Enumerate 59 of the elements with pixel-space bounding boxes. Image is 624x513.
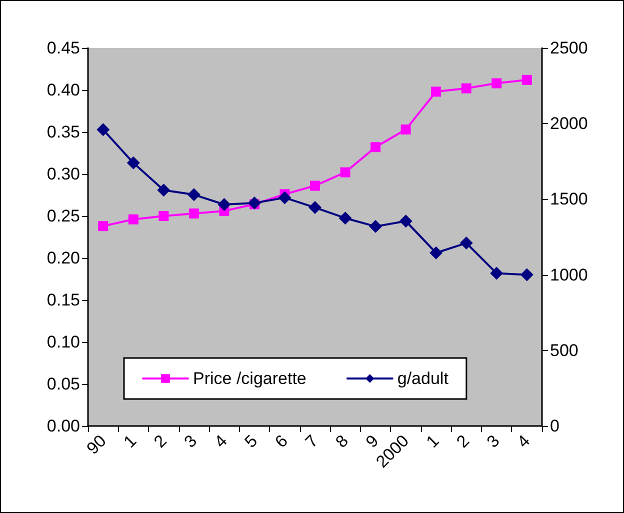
x-tick-label: 3 — [483, 431, 504, 452]
x-tick-label: 4 — [513, 431, 534, 452]
x-tick-label: 5 — [241, 431, 262, 452]
point — [158, 211, 169, 221]
point — [399, 214, 412, 228]
point — [431, 86, 442, 97]
point — [96, 123, 110, 136]
point — [370, 142, 381, 152]
point — [430, 246, 443, 260]
x-tick-label: 9 — [362, 431, 382, 452]
point — [128, 214, 138, 224]
point — [308, 201, 322, 214]
x-tick-label: 4 — [210, 431, 231, 452]
point — [218, 198, 231, 211]
point — [187, 188, 200, 202]
legend-label: g/adult — [397, 369, 449, 388]
y-tick-label: 0.25 — [46, 206, 80, 226]
y-tick-label: 0.40 — [46, 80, 80, 100]
x-tick-label: 8 — [332, 431, 352, 452]
point — [400, 124, 411, 134]
point — [460, 236, 473, 250]
y-tick-label: 0.35 — [46, 122, 80, 142]
point — [369, 220, 382, 233]
y2-tick-label: 2500 — [550, 38, 588, 58]
point — [492, 78, 502, 88]
point — [157, 184, 170, 197]
y-tick-label: 0.05 — [46, 374, 80, 394]
y2-tick-label: 500 — [550, 340, 578, 360]
y2-tick-label: 2000 — [550, 114, 588, 134]
point — [188, 208, 199, 218]
y-tick-label: 0.20 — [46, 248, 80, 268]
y2-tick-label: 0 — [550, 416, 560, 436]
x-tick-label: 1 — [120, 431, 140, 452]
y-tick-label: 0.30 — [46, 164, 80, 184]
y-tick-label: 0.00 — [46, 416, 80, 436]
point — [520, 268, 534, 282]
x-tick-label: 6 — [271, 431, 292, 452]
point — [278, 191, 292, 204]
y2-tick-label: 1000 — [550, 265, 588, 284]
point — [461, 83, 472, 94]
point — [338, 212, 352, 225]
point — [248, 196, 261, 210]
point — [310, 180, 320, 191]
y-tick-label: 0.45 — [46, 38, 80, 58]
y-tick-label: 0.10 — [46, 332, 80, 352]
x-tick-label: 2 — [150, 431, 170, 452]
legend-label: Price /cigarette — [193, 369, 306, 388]
x-tick-label: 90 — [83, 431, 110, 458]
point — [340, 167, 350, 178]
point — [126, 156, 140, 170]
x-tick-label: 7 — [302, 431, 322, 452]
x-tick-label: 3 — [180, 431, 201, 452]
y2-tick-label: 1500 — [550, 190, 588, 209]
point — [98, 221, 108, 232]
point — [522, 74, 532, 85]
y-tick-label: 0.15 — [46, 290, 80, 310]
x-tick-label: 1 — [422, 431, 443, 452]
point — [490, 266, 504, 280]
x-tick-label: 2 — [452, 431, 474, 452]
